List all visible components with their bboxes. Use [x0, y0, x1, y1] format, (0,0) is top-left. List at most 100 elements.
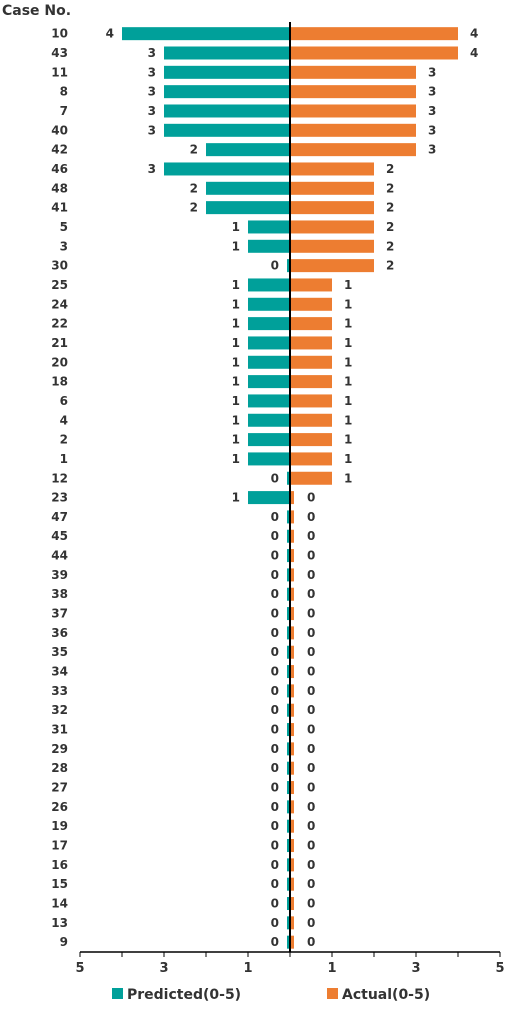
y-tick-label: 40 — [51, 123, 68, 137]
actual-value-label: 3 — [428, 123, 436, 137]
actual-bar — [290, 549, 294, 563]
predicted-value-label: 0 — [271, 723, 279, 737]
x-tick-marks: 5 3 1 1 3 5 — [75, 952, 505, 976]
y-tick-label: 48 — [51, 181, 68, 195]
predicted-bar — [287, 781, 290, 795]
y-tick-label: 3 — [60, 239, 68, 253]
actual-value-label: 1 — [344, 297, 352, 311]
predicted-bar — [164, 123, 290, 137]
x-tick-label: 5 — [75, 961, 84, 976]
actual-value-label: 4 — [470, 27, 478, 41]
actual-value-label: 2 — [386, 201, 394, 215]
legend-swatch — [327, 988, 338, 999]
legend-label: Actual(0-5) — [342, 987, 430, 1003]
actual-value-label: 2 — [386, 239, 394, 253]
predicted-bar — [287, 626, 290, 640]
y-tick-label: 8 — [60, 85, 68, 99]
actual-value-label: 0 — [307, 568, 315, 582]
actual-bar — [290, 355, 332, 369]
y-tick-label: 41 — [51, 201, 68, 215]
predicted-value-label: 1 — [232, 491, 240, 505]
predicted-value-label: 1 — [232, 239, 240, 253]
predicted-value-label: 0 — [271, 761, 279, 775]
actual-value-label: 1 — [344, 355, 352, 369]
actual-bar — [290, 529, 294, 543]
predicted-bars — [122, 27, 290, 949]
predicted-value-label: 0 — [271, 858, 279, 872]
predicted-value-label: 1 — [232, 278, 240, 292]
predicted-bar — [287, 897, 290, 911]
predicted-value-label: 0 — [271, 839, 279, 853]
predicted-bar — [248, 220, 290, 234]
y-tick-label: 28 — [51, 761, 68, 775]
actual-value-label: 0 — [307, 491, 315, 505]
actual-bar — [290, 394, 332, 408]
actual-bar — [290, 645, 294, 659]
legend-swatch — [112, 988, 123, 999]
y-tick-label: 1 — [60, 452, 68, 466]
y-tick-label: 38 — [51, 587, 68, 601]
actual-bar — [290, 897, 294, 911]
predicted-bar — [248, 355, 290, 369]
y-tick-label: 10 — [51, 27, 68, 41]
y-tick-label: 19 — [51, 819, 68, 833]
predicted-value-label: 0 — [271, 684, 279, 698]
actual-bar — [290, 935, 294, 949]
predicted-value-label: 3 — [148, 46, 156, 60]
y-tick-label: 24 — [51, 297, 68, 311]
predicted-bar — [287, 607, 290, 621]
actual-bar — [290, 259, 374, 273]
y-tick-label: 39 — [51, 568, 68, 582]
y-tick-label: 44 — [51, 549, 68, 563]
actual-value-label: 0 — [307, 819, 315, 833]
predicted-value-label: 2 — [190, 181, 198, 195]
actual-bar — [290, 723, 294, 737]
actual-bar — [290, 452, 332, 466]
actual-bar — [290, 104, 416, 118]
predicted-bar — [248, 433, 290, 447]
y-tick-label: 42 — [51, 143, 68, 157]
predicted-value-label: 0 — [271, 607, 279, 621]
y-tick-label: 35 — [51, 645, 68, 659]
y-tick-label: 17 — [51, 839, 68, 853]
actual-bar — [290, 433, 332, 447]
actual-value-label: 0 — [307, 723, 315, 737]
predicted-value-label: 0 — [271, 645, 279, 659]
predicted-bar — [164, 46, 290, 60]
predicted-bar — [248, 375, 290, 389]
x-tick-label: 3 — [411, 961, 420, 976]
actual-value-label: 0 — [307, 529, 315, 543]
predicted-bar — [248, 239, 290, 253]
predicted-bar — [248, 317, 290, 331]
predicted-value-label: 0 — [271, 897, 279, 911]
y-tick-label: 33 — [51, 684, 68, 698]
actual-value-label: 0 — [307, 897, 315, 911]
predicted-bar — [248, 297, 290, 311]
actual-value-label: 1 — [344, 452, 352, 466]
predicted-value-label: 0 — [271, 916, 279, 930]
y-tick-label: 21 — [51, 336, 68, 350]
actual-bar — [290, 46, 458, 60]
actual-bar — [290, 297, 332, 311]
actual-value-label: 1 — [344, 317, 352, 331]
actual-value-label: 3 — [428, 65, 436, 79]
predicted-bar — [287, 471, 290, 485]
y-tick-label: 46 — [51, 162, 68, 176]
predicted-bar — [287, 510, 290, 524]
actual-bar — [290, 510, 294, 524]
actual-value-label: 0 — [307, 877, 315, 891]
y-tick-label: 47 — [51, 510, 68, 524]
actual-value-label: 0 — [307, 549, 315, 563]
actual-bar — [290, 413, 332, 427]
predicted-bar — [206, 181, 290, 195]
predicted-value-label: 0 — [271, 510, 279, 524]
actual-value-label: 1 — [344, 433, 352, 447]
predicted-value-label: 0 — [271, 587, 279, 601]
predicted-bar — [164, 65, 290, 79]
predicted-value-label: 0 — [271, 935, 279, 949]
actual-bar — [290, 123, 416, 137]
actual-value-label: 2 — [386, 162, 394, 176]
y-tick-label: 32 — [51, 703, 68, 717]
predicted-value-label: 0 — [271, 877, 279, 891]
